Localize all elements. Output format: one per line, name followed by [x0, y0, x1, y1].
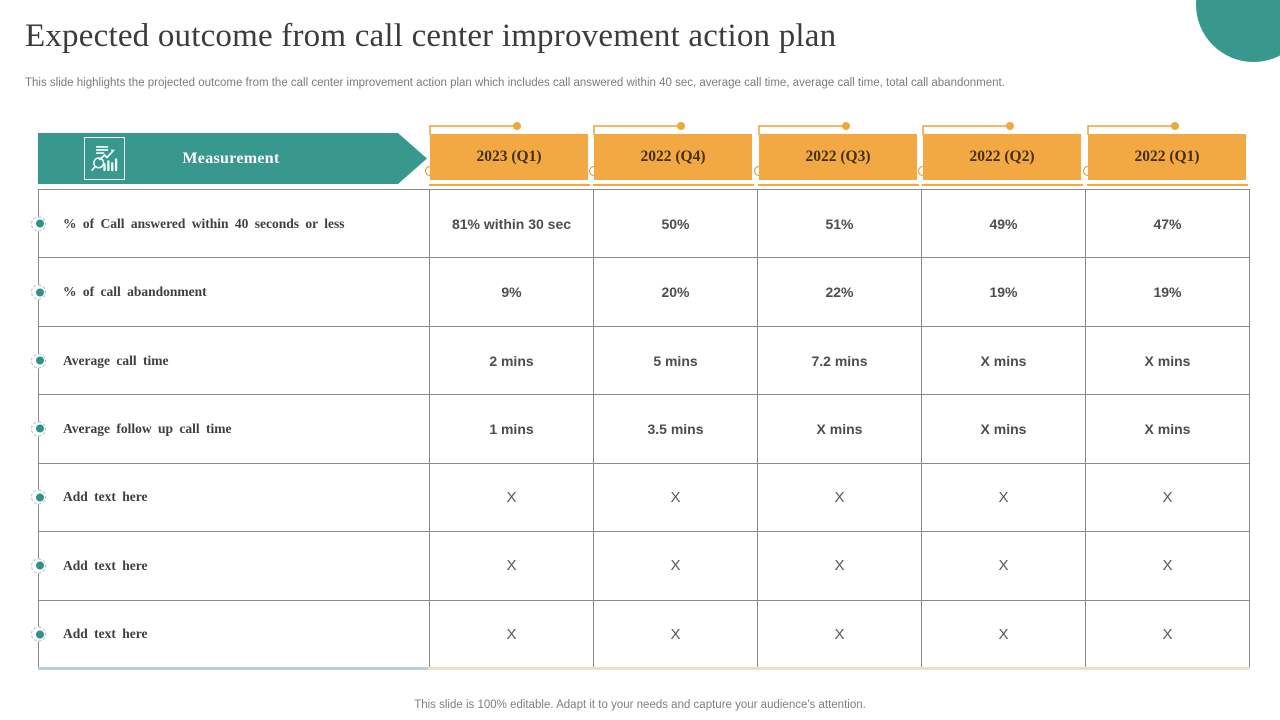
table-cell[interactable]: 47%	[1085, 190, 1249, 258]
table-cell[interactable]: X mins	[1085, 326, 1249, 395]
table-cell[interactable]: X mins	[757, 395, 921, 463]
table-cell[interactable]: 20%	[593, 258, 757, 326]
column-header-group: 2022 (Q4)	[588, 118, 756, 192]
table-cell[interactable]: 9%	[429, 258, 593, 326]
table-cell[interactable]: X	[1085, 532, 1249, 600]
callout-connector	[424, 122, 521, 177]
table-cell[interactable]: X	[757, 600, 921, 668]
row-label[interactable]: % of call abandonment	[63, 284, 207, 300]
table-row: Add text here X X X X X	[31, 463, 1249, 533]
row-bullet-icon	[31, 558, 46, 574]
column-header-group: 2022 (Q1)	[1082, 118, 1250, 192]
table-row: Average call time 2 mins 5 mins 7.2 mins…	[31, 326, 1249, 396]
header-underline	[429, 183, 590, 186]
table-cell[interactable]: X	[921, 600, 1085, 668]
row-label[interactable]: Add text here	[63, 557, 148, 573]
table-cell[interactable]: 50%	[593, 190, 757, 258]
table-bottom-border-left	[38, 667, 428, 670]
slide-subtitle[interactable]: This slide highlights the projected outc…	[25, 77, 1005, 89]
table-row: % of Call answered within 40 seconds or …	[31, 190, 1249, 259]
footer-note: This slide is 100% editable. Adapt it to…	[414, 699, 866, 711]
table-cell[interactable]: 19%	[921, 258, 1085, 326]
table-cell[interactable]: X	[757, 532, 921, 600]
table-bottom-border-right	[428, 667, 1250, 670]
table-cell[interactable]: X	[429, 463, 593, 532]
table-cell[interactable]: X mins	[921, 395, 1085, 463]
measurement-header-label[interactable]: Measurement	[182, 149, 280, 167]
table-row: % of call abandonment 9% 20% 22% 19% 19%	[31, 258, 1249, 327]
row-bullet-icon	[31, 284, 46, 300]
table-cell[interactable]: X	[1085, 463, 1249, 532]
table-row: Add text here X X X X X	[31, 532, 1249, 601]
row-bullet-icon	[31, 421, 46, 437]
row-label[interactable]: Average call time	[63, 352, 169, 368]
table-cell[interactable]: X	[429, 600, 593, 668]
column-header-group: 2022 (Q3)	[753, 118, 921, 192]
corner-decoration-circle	[1196, 0, 1280, 62]
row-label[interactable]: Add text here	[63, 626, 148, 642]
table-row: Add text here X X X X X	[31, 600, 1249, 668]
row-bullet-icon	[31, 626, 46, 642]
search-analytics-icon	[84, 137, 125, 180]
table-cell[interactable]: X mins	[921, 326, 1085, 395]
table-cell[interactable]: X	[429, 532, 593, 600]
table-cell[interactable]: 51%	[757, 190, 921, 258]
table-cell[interactable]: 22%	[757, 258, 921, 326]
table-cell[interactable]: X	[593, 463, 757, 532]
row-bullet-icon	[31, 353, 46, 369]
table-cell[interactable]: 49%	[921, 190, 1085, 258]
column-header-group: 2023 (Q1)	[424, 118, 592, 192]
row-label[interactable]: Add text here	[63, 489, 148, 505]
table-cell[interactable]: X	[921, 463, 1085, 532]
column-header[interactable]: 2022 (Q1)	[1088, 134, 1246, 180]
row-bullet-icon	[31, 489, 46, 505]
table-cell[interactable]: X	[593, 532, 757, 600]
row-bullet-icon	[31, 216, 46, 232]
header-underline	[922, 183, 1083, 186]
table-cell[interactable]: 81% within 30 sec	[429, 190, 593, 258]
column-header[interactable]: 2023 (Q1)	[430, 134, 588, 180]
column-header[interactable]: 2022 (Q3)	[759, 134, 917, 180]
table-cell[interactable]: 7.2 mins	[757, 326, 921, 395]
header-underline	[1087, 183, 1248, 186]
table-cell[interactable]: X mins	[1085, 395, 1249, 463]
table-cell[interactable]: X	[757, 463, 921, 532]
column-header-group: 2022 (Q2)	[917, 118, 1085, 192]
table-cell[interactable]: X	[921, 532, 1085, 600]
table-row: Average follow up call time 1 mins 3.5 m…	[31, 395, 1249, 464]
table-cell[interactable]: 2 mins	[429, 326, 593, 395]
table-cell[interactable]: 5 mins	[593, 326, 757, 395]
measurement-arrow-banner	[38, 133, 427, 184]
header-underline	[593, 183, 754, 186]
column-header[interactable]: 2022 (Q2)	[923, 134, 1081, 180]
table-cell[interactable]: X	[1085, 600, 1249, 668]
table-cell[interactable]: X	[593, 600, 757, 668]
row-label[interactable]: % of Call answered within 40 seconds or …	[63, 215, 345, 231]
outcome-table: % of Call answered within 40 seconds or …	[31, 189, 1250, 668]
table-cell[interactable]: 1 mins	[429, 395, 593, 463]
row-label[interactable]: Average follow up call time	[63, 420, 232, 436]
header-underline	[758, 183, 919, 186]
slide-title[interactable]: Expected outcome from call center improv…	[25, 18, 837, 54]
column-header[interactable]: 2022 (Q4)	[594, 134, 752, 180]
table-cell[interactable]: 19%	[1085, 258, 1249, 326]
table-cell[interactable]: 3.5 mins	[593, 395, 757, 463]
